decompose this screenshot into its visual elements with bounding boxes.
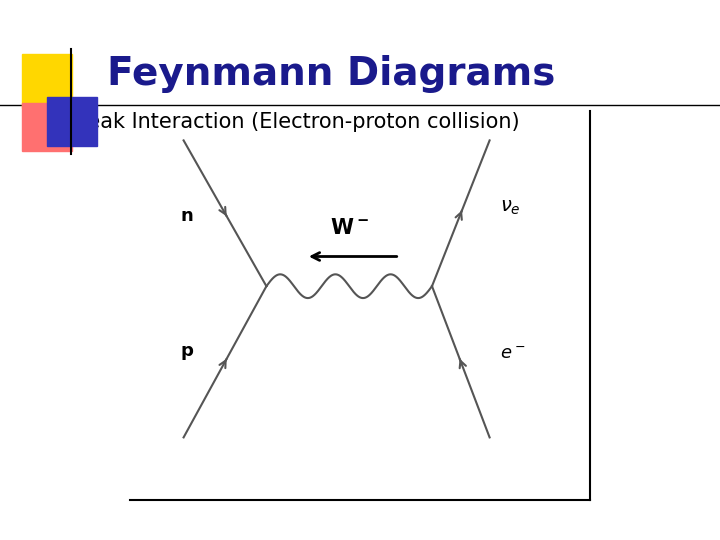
Text: $e^-$: $e^-$ <box>500 345 526 363</box>
Text: p: p <box>180 342 193 360</box>
Text: $\mathbf{W^-}$: $\mathbf{W^-}$ <box>330 218 369 238</box>
Bar <box>22 54 72 108</box>
Bar <box>22 103 72 151</box>
Text: $\nu_e$: $\nu_e$ <box>500 198 521 218</box>
Text: n: n <box>180 207 193 225</box>
Text: Weak Interaction (Electron-proton collision): Weak Interaction (Electron-proton collis… <box>68 111 520 132</box>
Bar <box>47 97 97 146</box>
Text: Feynmann Diagrams: Feynmann Diagrams <box>107 55 555 93</box>
